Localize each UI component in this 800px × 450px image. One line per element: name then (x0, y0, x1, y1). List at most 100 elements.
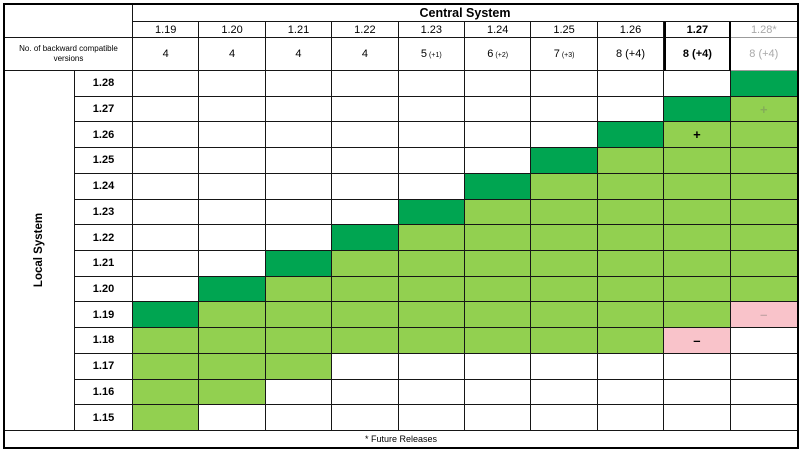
matrix-cell (199, 225, 266, 251)
matrix-cell (465, 302, 532, 329)
matrix-cell (664, 353, 731, 380)
backward-count: 4 (199, 38, 266, 71)
matrix-cell (332, 122, 399, 149)
matrix-cell (265, 250, 333, 277)
matrix-cell: + (730, 96, 797, 123)
matrix-cell (398, 379, 465, 406)
backward-count: 7 (+3) (531, 38, 598, 71)
matrix-cell (199, 405, 266, 431)
matrix-cell (531, 250, 598, 277)
matrix-cell (133, 302, 200, 329)
matrix-cell (398, 302, 465, 329)
matrix-cell (332, 405, 399, 431)
matrix-cell (398, 250, 465, 277)
matrix-cell (597, 225, 665, 251)
matrix-cell (398, 225, 465, 251)
matrix-cell (133, 328, 200, 354)
matrix-cell (398, 96, 465, 123)
matrix-cell: + (664, 122, 731, 149)
matrix-cell (465, 250, 532, 277)
matrix-cell (597, 276, 665, 303)
backward-count-value: 5 (420, 48, 428, 60)
matrix-cell (597, 199, 665, 226)
matrix-cell (199, 379, 266, 406)
backward-count: 6 (+2) (465, 38, 532, 71)
matrix-cell (265, 225, 333, 251)
row-header: 1.25 (75, 148, 133, 174)
central-system-header: Central System (133, 5, 797, 22)
backward-count-value: 8 (+4) (615, 48, 646, 60)
matrix-cell (133, 353, 200, 380)
row-header: 1.16 (75, 379, 133, 406)
row-header: 1.24 (75, 173, 133, 200)
matrix-cell (465, 276, 532, 303)
matrix-cell (531, 328, 598, 354)
matrix-cell (664, 250, 731, 277)
matrix-cell (332, 353, 399, 380)
plus-symbol: + (760, 101, 768, 117)
column-header: 1.25 (531, 22, 598, 38)
matrix-cell (199, 302, 266, 329)
backward-count: 4 (133, 38, 200, 71)
matrix-cell (265, 71, 333, 97)
matrix-cell (664, 148, 731, 174)
backward-count: 8 (+4) (597, 38, 665, 71)
matrix-cell (730, 148, 797, 174)
matrix-cell (597, 122, 665, 149)
matrix-cell (133, 250, 200, 277)
backward-count-delta: (+1) (429, 51, 442, 59)
row-header: 1.19 (75, 302, 133, 329)
matrix-cell (664, 199, 731, 226)
matrix-cell (133, 96, 200, 123)
matrix-cell (664, 302, 731, 329)
matrix-cell (265, 405, 333, 431)
matrix-cell (332, 250, 399, 277)
matrix-cell (531, 173, 598, 200)
matrix-cell (597, 328, 665, 354)
matrix-cell (730, 122, 797, 149)
matrix-cell (531, 302, 598, 329)
matrix-cell (664, 71, 731, 97)
backward-count-value: 4 (295, 48, 302, 60)
future-releases-note: * Future Releases (5, 430, 797, 447)
matrix-cell (597, 379, 665, 406)
column-header: 1.22 (332, 22, 399, 38)
matrix-cell (664, 96, 731, 123)
matrix-cell (265, 302, 333, 329)
matrix-cell (730, 276, 797, 303)
local-system-label: Local System (5, 71, 75, 431)
matrix-cell (730, 199, 797, 226)
matrix-cell (199, 353, 266, 380)
matrix-cell (597, 405, 665, 431)
backward-count-value: 8 (+4) (682, 48, 712, 60)
minus-symbol: – (760, 307, 768, 323)
matrix-cell (597, 353, 665, 380)
row-header: 1.27 (75, 96, 133, 123)
matrix-cell (265, 328, 333, 354)
matrix-cell (531, 276, 598, 303)
matrix-cell (531, 379, 598, 406)
matrix-cell (398, 173, 465, 200)
matrix-cell (133, 173, 200, 200)
row-header: 1.15 (75, 405, 133, 431)
matrix-cell (332, 71, 399, 97)
column-header: 1.27 (664, 22, 731, 38)
matrix-cell (332, 173, 399, 200)
matrix-cell (199, 148, 266, 174)
matrix-cell (597, 173, 665, 200)
matrix-cell (332, 379, 399, 406)
row-header: 1.26 (75, 122, 133, 149)
matrix-cell (199, 96, 266, 123)
matrix-cell (465, 353, 532, 380)
matrix-cell (465, 96, 532, 123)
row-header: 1.22 (75, 225, 133, 251)
matrix-cell (531, 225, 598, 251)
matrix-cell (531, 96, 598, 123)
matrix-cell (332, 302, 399, 329)
row-header: 1.18 (75, 328, 133, 354)
matrix-cell (597, 71, 665, 97)
column-header: 1.28* (730, 22, 797, 38)
matrix-cell (199, 250, 266, 277)
matrix-cell (531, 148, 598, 174)
